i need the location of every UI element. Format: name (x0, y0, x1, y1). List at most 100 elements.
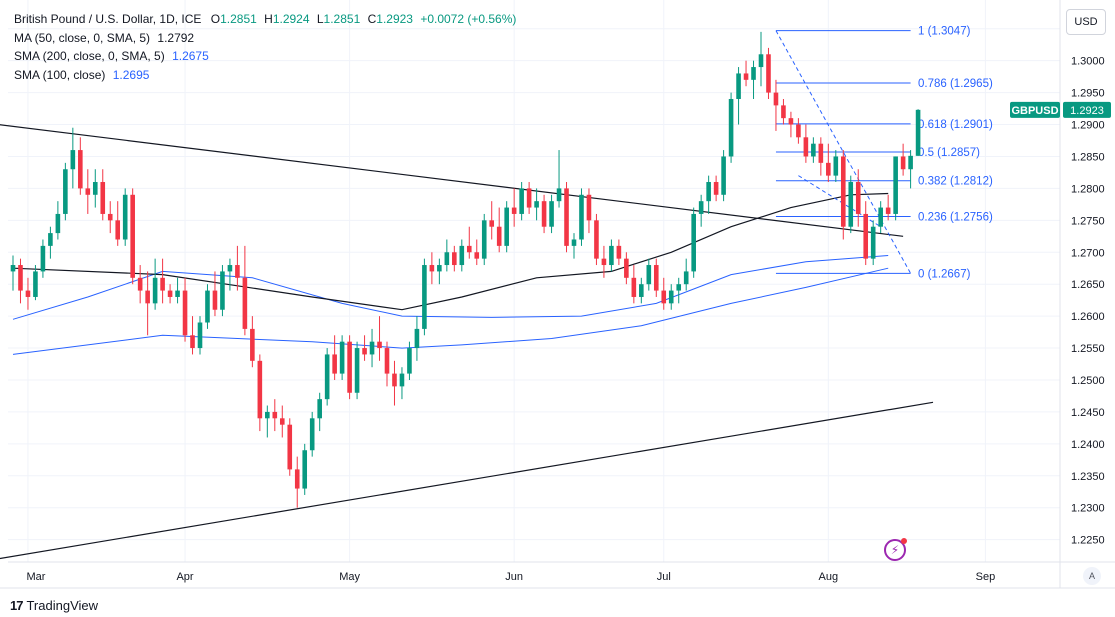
y-tick-label: 1.2750 (1071, 215, 1105, 227)
fib-level-label: 0.382 (1.2812) (918, 176, 993, 188)
candle-body (444, 252, 450, 266)
candle-body (317, 399, 322, 419)
y-tick-label: 1.2850 (1071, 151, 1105, 163)
tradingview-brand[interactable]: 17 TradingView (10, 598, 98, 613)
candle-body (377, 341, 382, 349)
dashed-trendline-1 (798, 175, 881, 228)
legend-high-value: 1.2924 (272, 12, 310, 26)
x-tick-label: May (339, 571, 360, 583)
candle-body (519, 188, 524, 214)
candle-body (40, 245, 46, 272)
candle-body (429, 265, 435, 272)
currency-button[interactable]: USD (1066, 9, 1106, 35)
candle-body (309, 418, 315, 451)
candle-body (713, 182, 719, 195)
candle-body (706, 182, 711, 202)
y-tick-label: 1.2950 (1071, 88, 1105, 100)
legend-sma200-row[interactable]: SMA (200, close, 0, SMA, 5) 1.2675 (14, 47, 516, 66)
legend-open-value: 1.2851 (220, 12, 257, 26)
candle-body (639, 284, 644, 297)
fib-level-label: 0.236 (1.2756) (918, 211, 993, 223)
x-tick-label: Jul (657, 571, 671, 583)
candle-body (466, 245, 472, 253)
candle-body (190, 335, 195, 349)
candle-body (55, 213, 61, 234)
candle-body (332, 354, 337, 374)
ma50-line (12, 192, 889, 311)
candle-body (362, 348, 367, 355)
candle-body (25, 290, 31, 297)
notification-dot (901, 538, 907, 544)
legend-open-label: O (210, 12, 221, 26)
candle-body (609, 245, 614, 266)
y-tick-label: 1.2900 (1071, 120, 1105, 132)
fib-level-label: 1 (1.3047) (918, 26, 971, 38)
x-tick-label: Sep (976, 571, 996, 583)
candle-body (250, 328, 255, 361)
candle-body (78, 150, 83, 189)
legend-sma100-row[interactable]: SMA (100, close) 1.2695 (14, 66, 516, 85)
candle-body (115, 220, 121, 240)
candle-body (863, 213, 869, 259)
candle-body (743, 73, 749, 80)
candle-body (152, 277, 158, 304)
candle-body (915, 109, 921, 156)
legend-ma50-row[interactable]: MA (50, close, 0, SMA, 5) 1.2792 (14, 29, 516, 48)
y-tick-label: 1.2700 (1071, 247, 1105, 259)
candle-body (511, 207, 517, 214)
candle-body (474, 252, 480, 259)
candle-body (205, 290, 210, 323)
candle-body (878, 207, 883, 227)
y-tick-label: 1.3000 (1071, 56, 1105, 68)
candle-body (571, 239, 577, 246)
candle-body (556, 188, 562, 202)
candle-body (624, 258, 629, 278)
x-tick-label: Aug (819, 571, 839, 583)
candle-body (594, 220, 599, 259)
y-tick-label: 1.2400 (1071, 439, 1105, 451)
y-tick-label: 1.2600 (1071, 311, 1105, 323)
candle-body (534, 201, 539, 208)
candle-body (197, 322, 203, 349)
candle-body (452, 252, 457, 266)
candle-body (661, 290, 667, 304)
lower-trendline (0, 401, 934, 560)
candle-body (279, 418, 285, 425)
candle-body (63, 169, 68, 214)
candle-body (496, 226, 502, 246)
candle-body (10, 265, 16, 272)
candle-body (48, 233, 53, 246)
candle-body (235, 265, 240, 278)
legend-low-label: L (316, 12, 324, 26)
legend-sma100-label: SMA (100, close) (14, 67, 106, 82)
candle-body (758, 54, 764, 68)
auto-scale-button[interactable]: A (1083, 567, 1101, 585)
candle-body (324, 354, 330, 400)
candle-body (698, 201, 704, 214)
symbol-tag: GBPUSD (1011, 105, 1058, 117)
candle-body (818, 143, 824, 163)
candle-body (384, 348, 390, 374)
candle-body (392, 373, 397, 387)
candle-body (347, 341, 352, 393)
y-tick-label: 1.2350 (1071, 471, 1105, 483)
candle-body (294, 469, 300, 489)
candle-body (766, 54, 771, 93)
x-tick-label: Mar (26, 571, 45, 583)
candle-body (728, 98, 734, 157)
candle-body (302, 450, 308, 489)
candle-body (160, 277, 165, 291)
candle-body (586, 194, 592, 221)
brand-name: TradingView (26, 598, 99, 613)
legend-ma50-label: MA (50, close, 0, SMA, 5) (14, 30, 151, 45)
legend-low-value: 1.2851 (323, 12, 361, 26)
candle-body (459, 245, 465, 266)
candle-body (220, 271, 225, 310)
candle-body (870, 226, 876, 259)
flash-icon[interactable]: ⚡ (884, 538, 907, 561)
fib-level-label: 0.618 (1.2901) (918, 119, 993, 131)
candle-body (399, 373, 405, 387)
candle-body (100, 182, 106, 214)
candle-body (227, 265, 233, 272)
